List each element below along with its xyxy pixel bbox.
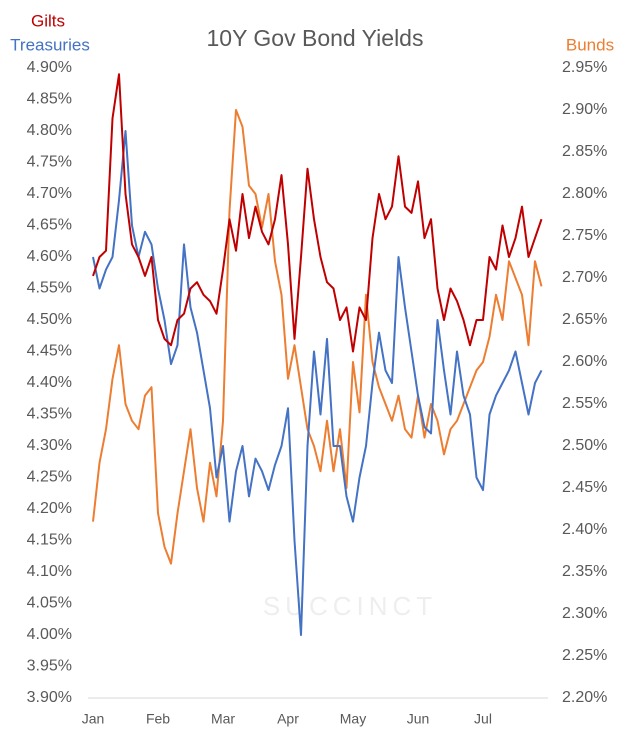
y-tick-label: 3.95% xyxy=(27,658,72,675)
y-tick-label: 4.25% xyxy=(27,469,72,486)
series-line xyxy=(92,73,543,353)
y-tick-label: 4.00% xyxy=(27,626,72,643)
y2-tick-label: 2.30% xyxy=(562,605,607,622)
y2-tick-label: 2.85% xyxy=(562,143,607,160)
legend-treasuries: Treasuries xyxy=(10,35,90,54)
y-tick-label: 4.70% xyxy=(27,185,72,202)
y2-tick-label: 2.75% xyxy=(562,227,607,244)
y2-tick-label: 2.95% xyxy=(562,59,607,76)
y2-tick-label: 2.25% xyxy=(562,647,607,664)
y-tick-label: 4.85% xyxy=(27,91,72,108)
y-tick-label: 4.80% xyxy=(27,122,72,139)
legend-bunds: Bunds xyxy=(566,35,614,54)
series-line xyxy=(92,109,543,565)
y2-tick-label: 2.45% xyxy=(562,479,607,496)
legend-gilts: Gilts xyxy=(31,11,65,30)
y2-tick-label: 2.80% xyxy=(562,185,607,202)
x-tick-label: Mar xyxy=(211,711,235,727)
series-line xyxy=(92,130,543,636)
y-tick-label: 4.50% xyxy=(27,311,72,328)
watermark: SUCCINCT xyxy=(263,591,437,621)
y-tick-label: 4.20% xyxy=(27,500,72,517)
y-tick-label: 4.45% xyxy=(27,343,72,360)
y-tick-label: 4.30% xyxy=(27,437,72,454)
y-tick-label: 4.40% xyxy=(27,374,72,391)
y2-tick-label: 2.90% xyxy=(562,101,607,118)
y-tick-label: 4.90% xyxy=(27,59,72,76)
y-tick-label: 4.10% xyxy=(27,563,72,580)
y2-tick-label: 2.20% xyxy=(562,689,607,706)
y-tick-label: 3.90% xyxy=(27,689,72,706)
x-tick-label: Feb xyxy=(146,711,170,727)
y2-tick-label: 2.70% xyxy=(562,269,607,286)
y-tick-label: 4.35% xyxy=(27,406,72,423)
y-tick-label: 4.55% xyxy=(27,280,72,297)
y2-tick-label: 2.50% xyxy=(562,437,607,454)
y2-tick-label: 2.60% xyxy=(562,353,607,370)
y-tick-label: 4.15% xyxy=(27,532,72,549)
y2-tick-label: 2.65% xyxy=(562,311,607,328)
y-tick-label: 4.75% xyxy=(27,154,72,171)
y-tick-label: 4.60% xyxy=(27,248,72,265)
x-tick-label: May xyxy=(340,711,366,727)
y2-tick-label: 2.40% xyxy=(562,521,607,538)
x-tick-label: Jun xyxy=(407,711,430,727)
chart-title: 10Y Gov Bond Yields xyxy=(207,25,424,51)
x-tick-label: Jan xyxy=(82,711,105,727)
y-tick-label: 4.65% xyxy=(27,217,72,234)
x-tick-label: Jul xyxy=(474,711,492,727)
y2-tick-label: 2.55% xyxy=(562,395,607,412)
y2-tick-label: 2.35% xyxy=(562,563,607,580)
x-tick-label: Apr xyxy=(277,711,299,727)
y-tick-label: 4.05% xyxy=(27,595,72,612)
